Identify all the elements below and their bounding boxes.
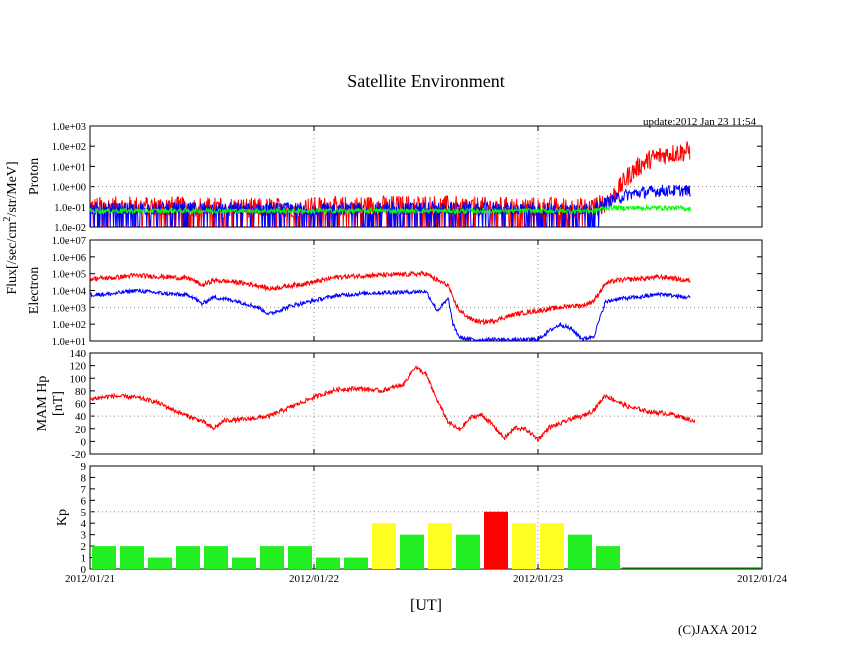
x-tick-label: 2012/01/22	[289, 573, 339, 585]
mam-hp-frame	[89, 352, 763, 455]
electron-ytick-label: 1.0e+06	[52, 253, 86, 264]
electron-ytick-label: 1.0e+03	[52, 303, 86, 314]
update-timestamp: update:2012 Jan 23 11:54	[643, 116, 756, 128]
mam-hp-ytick-label: 80	[75, 386, 87, 398]
mam-hp-ytick-label: 40	[75, 411, 87, 423]
kp-bar	[260, 546, 284, 569]
flux-ylabel: Flux[/sec/cm2/str/MeV]	[2, 161, 20, 294]
electron-ytick-label: 1.0e+01	[52, 337, 86, 348]
kp-bar	[456, 534, 480, 569]
mam-hp-ylabel: MAM Hp	[35, 376, 50, 432]
kp-ytick-label: 8	[81, 472, 87, 484]
proton-ylabel: Proton	[27, 158, 42, 195]
copyright-label: (C)JAXA 2012	[678, 622, 757, 637]
kp-bar	[540, 523, 564, 569]
kp-ytick-label: 2	[81, 541, 87, 553]
x-tick-label: 2012/01/21	[65, 573, 115, 585]
electron-series-electron-low	[89, 287, 691, 343]
mam-hp-ytick-label: 20	[75, 424, 87, 436]
proton-ytick-label: 1.0e-01	[54, 203, 86, 214]
proton-ytick-label: 1.0e+03	[52, 122, 86, 133]
chart-title: Satellite Environment	[347, 71, 504, 91]
mam-hp-ytick-label: -20	[71, 449, 86, 461]
kp-bar	[372, 523, 396, 569]
kp-bar	[148, 557, 172, 569]
mam-hp-ytick-label: 140	[70, 348, 87, 360]
mam-hp-series-hp	[89, 364, 696, 443]
proton-ytick-label: 1.0e+02	[52, 142, 86, 153]
kp-bar	[428, 523, 452, 569]
kp-bar	[176, 546, 200, 569]
plot-layer: 1.0e-02 1.0e-01 1.0e+00 1.0e+01 1.0e+02 1.0e+…	[2, 122, 788, 585]
kp-bar	[596, 546, 620, 569]
mam-hp-ylabel-unit: [nT]	[51, 391, 66, 416]
mam-hp-ytick-label: 100	[70, 373, 87, 385]
electron-ylabel: Electron	[27, 267, 42, 314]
kp-ytick-label: 7	[81, 484, 87, 496]
kp-ytick-label: 1	[81, 553, 87, 565]
kp-ytick-label: 0	[81, 564, 87, 576]
kp-bar	[232, 557, 256, 569]
x-tick-label: 2012/01/23	[513, 573, 564, 585]
kp-ytick-label: 5	[81, 507, 87, 519]
kp-bar	[512, 523, 536, 569]
mam-hp-ytick-label: 120	[70, 361, 87, 373]
electron-ytick-label: 1.0e+04	[52, 287, 87, 298]
kp-bar	[484, 511, 508, 569]
proton-ytick-label: 1.0e-02	[54, 223, 86, 234]
mam-hp-ytick-label: 60	[75, 399, 87, 411]
kp-ylabel: Kp	[55, 509, 70, 526]
kp-bar	[92, 546, 116, 569]
x-axis-label: [UT]	[410, 597, 442, 614]
proton-series-proton-mid	[89, 184, 691, 227]
proton-ytick-label: 1.0e+00	[52, 183, 86, 194]
kp-bar	[316, 557, 340, 569]
x-tick-label: 2012/01/24	[737, 573, 788, 585]
proton-series-proton-low	[89, 203, 691, 216]
electron-series-electron-high	[89, 270, 691, 325]
kp-ytick-label: 4	[81, 518, 87, 530]
electron-ytick-label: 1.0e+05	[52, 270, 86, 281]
kp-bar	[344, 557, 368, 569]
kp-ytick-label: 3	[81, 530, 87, 542]
kp-ytick-label: 6	[81, 495, 87, 507]
electron-frame	[89, 239, 763, 342]
kp-bar	[568, 534, 592, 569]
proton-ytick-label: 1.0e+01	[52, 162, 86, 173]
electron-ytick-label: 1.0e+07	[52, 236, 86, 247]
kp-ytick-label: 9	[81, 461, 87, 473]
kp-bar	[204, 546, 228, 569]
kp-bar	[400, 534, 424, 569]
mam-hp-ytick-label: 0	[81, 436, 87, 448]
kp-frame	[89, 465, 763, 570]
electron-ytick-label: 1.0e+02	[52, 320, 86, 331]
kp-bar	[120, 546, 144, 569]
kp-bar	[288, 546, 312, 569]
